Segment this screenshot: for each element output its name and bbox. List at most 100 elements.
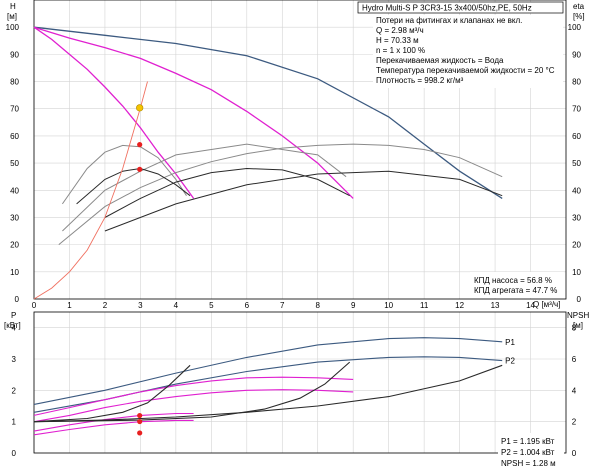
x-tick-label: 2 bbox=[103, 301, 108, 310]
operating-point-marker bbox=[137, 418, 143, 425]
efficiency-curve bbox=[104, 170, 503, 232]
power-line: P2 = 1.004 кВт bbox=[501, 448, 555, 457]
operating-point-marker bbox=[137, 166, 143, 172]
info-line: H = 70.33 м bbox=[376, 36, 419, 45]
top-markers-layer bbox=[136, 104, 144, 172]
y-tick-label: 60 bbox=[10, 132, 19, 141]
bottom-left-axis-label: P bbox=[11, 311, 16, 320]
y2-tick-label: 2 bbox=[572, 418, 577, 427]
efficiency-info: КПД насоса = 56.8 % КПД агрегата = 47.7 … bbox=[474, 276, 557, 295]
y2-tick-label: 60 bbox=[572, 132, 581, 141]
y-tick-label: 20 bbox=[10, 241, 19, 250]
head-curve bbox=[33, 26, 195, 199]
pump-title: Hydro Multi-S P 3CR3-15 3x400/50hz,PE, 5… bbox=[362, 4, 532, 13]
bottom-markers-layer bbox=[137, 412, 143, 436]
head-curve bbox=[33, 26, 503, 199]
power-curve bbox=[33, 337, 503, 405]
y-tick-label: 10 bbox=[10, 268, 19, 277]
efficiency-line: КПД насоса = 56.8 % bbox=[474, 276, 552, 285]
y2-tick-label: 90 bbox=[572, 50, 581, 59]
info-line: Потери на фитингах и клапанах не вкл. bbox=[376, 16, 522, 25]
power-info: P1 = 1.195 кВт P2 = 1.004 кВт NPSH = 1.2… bbox=[501, 437, 556, 468]
y-tick-label: 30 bbox=[10, 213, 19, 222]
head-curve bbox=[33, 26, 354, 199]
x-tick-label: 13 bbox=[491, 301, 500, 310]
y-tick-label: 3 bbox=[12, 355, 17, 364]
y2-tick-label: 4 bbox=[572, 386, 577, 395]
y2-tick-label: 0 bbox=[572, 449, 577, 458]
y-tick-label: 2 bbox=[12, 386, 17, 395]
efficiency-backdrop bbox=[470, 272, 564, 298]
series-label: P1 bbox=[505, 338, 515, 347]
y2-tick-label: 40 bbox=[572, 186, 581, 195]
info-line: Температура перекачиваемой жидкости = 20… bbox=[376, 66, 555, 75]
y-tick-label: 4 bbox=[12, 324, 17, 333]
efficiency-curve bbox=[62, 143, 347, 232]
bottom-plot-frame bbox=[33, 311, 567, 454]
efficiency-curve bbox=[58, 143, 503, 245]
power-line: P1 = 1.195 кВт bbox=[501, 437, 555, 446]
npsh-curve bbox=[33, 364, 503, 423]
y2-tick-label: 6 bbox=[572, 355, 577, 364]
info-line: Плотность = 998.2 кг/м³ bbox=[376, 76, 464, 85]
x-tick-label: 9 bbox=[351, 301, 356, 310]
top-left-axis-unit: [м] bbox=[7, 12, 17, 21]
y-tick-label: 80 bbox=[10, 78, 19, 87]
power-curve bbox=[33, 376, 354, 416]
info-line: Перекачиваемая жидкость = Вода bbox=[376, 56, 504, 65]
operating-point-marker bbox=[137, 142, 143, 148]
y2-tick-label: 50 bbox=[572, 159, 581, 168]
x-tick-label: 6 bbox=[245, 301, 250, 310]
bottom-left-axis-unit: [кВт] bbox=[4, 321, 21, 330]
top-plot-frame bbox=[33, 0, 567, 300]
y2-tick-label: 30 bbox=[572, 213, 581, 222]
y-tick-label: 70 bbox=[10, 105, 19, 114]
operating-point-marker bbox=[137, 412, 143, 419]
power-curve bbox=[33, 356, 503, 413]
power-line: NPSH = 1.28 м bbox=[501, 459, 556, 468]
y2-tick-label: 0 bbox=[577, 295, 582, 304]
power-curve bbox=[33, 419, 194, 436]
x-tick-label: 11 bbox=[420, 301, 429, 310]
power-curve bbox=[33, 389, 354, 423]
y-tick-label: 40 bbox=[10, 186, 19, 195]
info-backdrop bbox=[373, 15, 563, 88]
bottom-tick-labels: 0 1 2 3 4 0 2 4 6 8 bbox=[12, 324, 577, 458]
x-tick-label: 1 bbox=[67, 301, 72, 310]
x-tick-label: 4 bbox=[174, 301, 179, 310]
y2-tick-label: 10 bbox=[572, 268, 581, 277]
x-tick-label: 8 bbox=[316, 301, 321, 310]
operating-info: Потери на фитингах и клапанах не вкл. Q … bbox=[376, 16, 555, 85]
bottom-right-axis-unit: [м] bbox=[573, 321, 583, 330]
system-curve bbox=[33, 81, 148, 300]
x-tick-label: 7 bbox=[280, 301, 285, 310]
x-tick-label: 12 bbox=[455, 301, 464, 310]
bottom-series-layer: P1 P2 bbox=[33, 337, 515, 436]
top-series-layer bbox=[33, 26, 503, 300]
efficiency-line: КПД агрегата = 47.7 % bbox=[474, 286, 557, 295]
top-right-axis-unit: [%] bbox=[573, 12, 585, 21]
pump-title-box bbox=[357, 1, 564, 14]
x-tick-label: 5 bbox=[209, 301, 214, 310]
top-left-axis-label: H bbox=[10, 2, 16, 11]
top-right-axis-label: eta bbox=[573, 2, 585, 11]
y-tick-label: 1 bbox=[12, 418, 17, 427]
info-line: n = 1 x 100 % bbox=[376, 46, 425, 55]
y2-tick-label: 100 bbox=[568, 23, 582, 32]
x-tick-label: 14 bbox=[526, 301, 535, 310]
y-tick-label: 100 bbox=[6, 23, 20, 32]
x-tick-label: 10 bbox=[384, 301, 393, 310]
efficiency-curve bbox=[104, 167, 350, 218]
operating-point-marker bbox=[137, 430, 143, 436]
top-x-axis-label: Q [м³/ч] bbox=[533, 300, 560, 309]
npsh-curve bbox=[33, 364, 191, 423]
y2-tick-label: 20 bbox=[572, 241, 581, 250]
power-curve bbox=[33, 412, 194, 432]
duty-point-marker bbox=[136, 104, 144, 112]
y2-tick-label: 8 bbox=[572, 324, 577, 333]
y2-tick-label: 80 bbox=[572, 78, 581, 87]
info-line: Q = 2.98 м³/ч bbox=[376, 26, 424, 35]
power-backdrop bbox=[498, 433, 564, 472]
